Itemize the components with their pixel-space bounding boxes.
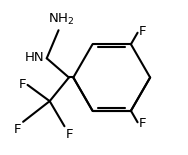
Text: NH$_2$: NH$_2$: [48, 12, 75, 27]
Text: F: F: [139, 25, 147, 38]
Text: HN: HN: [25, 51, 45, 64]
Text: F: F: [14, 123, 22, 136]
Text: F: F: [139, 117, 147, 130]
Text: F: F: [19, 78, 26, 91]
Text: F: F: [66, 128, 74, 141]
